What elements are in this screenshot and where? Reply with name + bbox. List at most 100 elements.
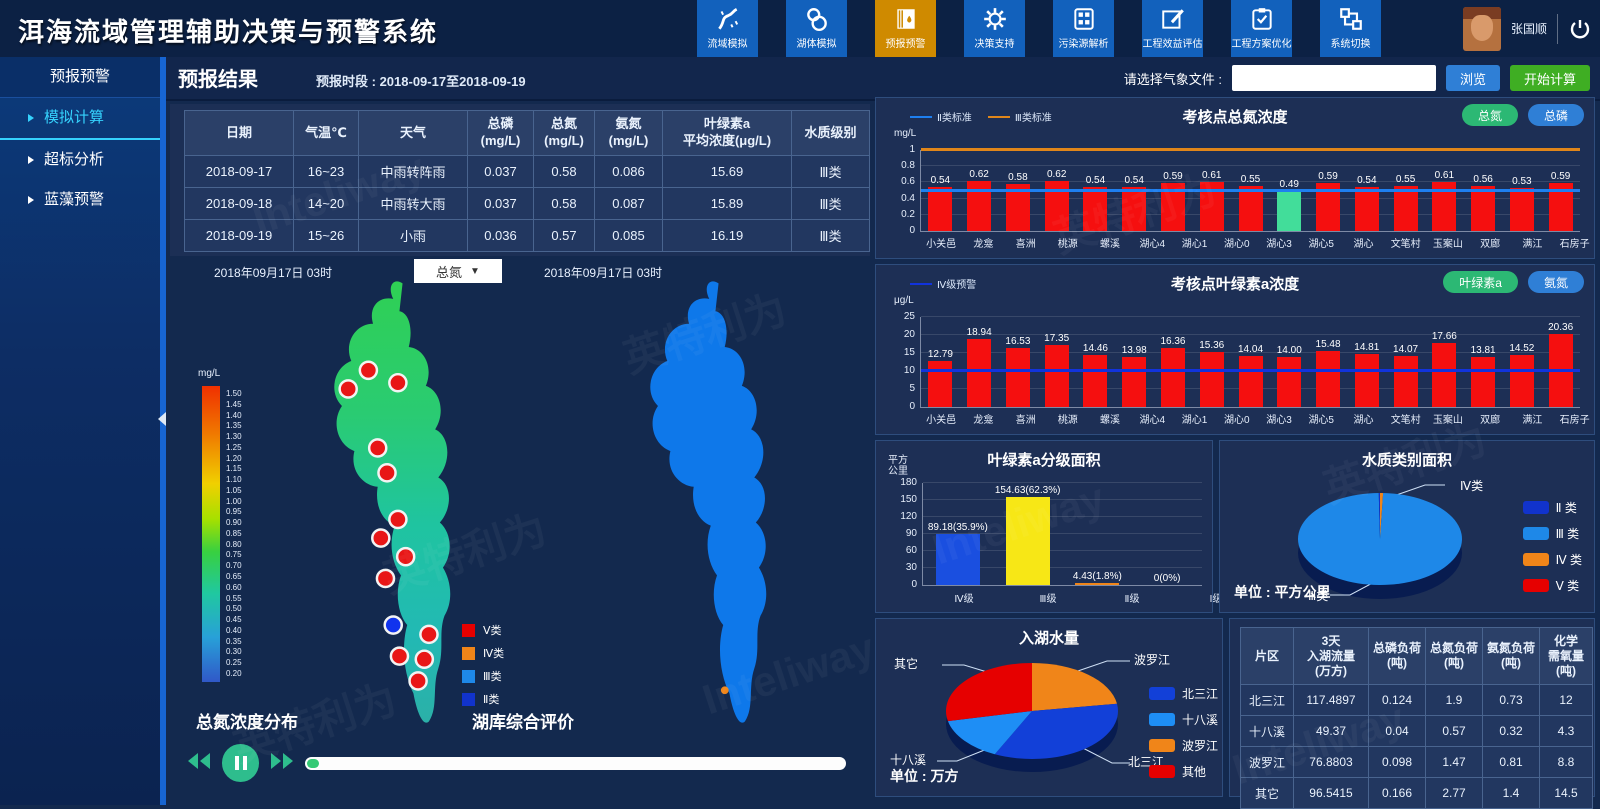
sidebar-item-超标分析[interactable]: 超标分析 [0,140,160,180]
table-cell: 2018-09-18 [184,187,294,220]
table-cell: 96.5415 [1293,777,1369,809]
pollutant-loads-panel: 片区 3天 入湖流量 (万方) 总磷负荷 (吨) 总氮负荷 (吨) 氨氮负荷 (吨) 化学 需氧量 (吨… [1229,618,1595,809]
pie-callout-other: 其它 [894,657,919,671]
monitoring-point-red[interactable] [377,463,397,483]
monitoring-point-blue[interactable] [383,615,404,635]
nav-tile-benefit-eval[interactable]: 工程效益评估 [1142,0,1203,57]
monitoring-point-red[interactable] [375,568,396,589]
tn-toggle-button[interactable]: 总氮 [1461,104,1518,126]
legend-label: Ⅲ类标准 [1014,113,1052,124]
bar-column: 89.18(35.9%) [923,483,993,585]
nav-tile-plan-optimize[interactable]: 工程方案优化 [1231,0,1292,57]
parameter-dropdown[interactable]: 总氮 ▼ [414,259,502,283]
monitoring-point-red[interactable] [388,509,408,530]
x-tick-label: 小关邑 [926,415,957,426]
monitoring-point-red[interactable] [371,528,391,548]
bar [1432,343,1457,407]
scale-value: 0.90 [226,518,242,528]
sidebar-item-模拟计算[interactable]: 模拟计算 [0,98,160,140]
table-cell: 15.69 [662,155,792,188]
legend-swatch [462,692,475,706]
table-cell: 小雨 [358,219,468,252]
x-tick-label: 石房子 [1559,415,1590,426]
table-cell: 12 [1539,684,1593,716]
nav-tile-pollution-analysis[interactable]: 污染源解析 [1053,0,1114,57]
bar [1393,186,1418,231]
nav-tile-system-switch[interactable]: 系统切换 [1320,0,1381,57]
legend-label: Ⅲ类 [483,671,502,683]
scale-value: 0.95 [226,507,242,517]
y-tick-label: 0.2 [901,208,915,220]
monitoring-point-red[interactable] [388,372,408,393]
table-row: 十八溪 49.37 0.04 0.57 0.32 4.3 [1240,715,1593,747]
column-header: 总氮 (mg/L) [533,110,595,156]
y-tick-label: 0 [911,579,917,590]
legend-item: Ⅳ类 [462,645,504,661]
weather-file-input[interactable] [1231,65,1436,91]
pause-button[interactable] [222,744,260,782]
bar-column: 0.56 [1464,150,1503,231]
bar-column: 18.94 [960,317,999,407]
nh3-toggle-button[interactable]: 氨氮 [1527,271,1584,293]
user-area[interactable]: 张国顺 [1462,0,1592,57]
bar-value-label: 0.54 [930,175,951,187]
sidebar-header: 预报预警 [0,57,160,98]
timeline-scrubber[interactable] [305,756,846,770]
y-tick-label: 0.8 [901,160,915,172]
monitoring-point-red[interactable] [395,546,416,567]
scale-value: 0.55 [226,593,242,603]
rewind-button[interactable] [186,751,212,776]
start-calc-button[interactable]: 开始计算 [1509,65,1590,91]
bar [928,360,953,407]
tn-distribution-map[interactable] [258,274,544,740]
nav-tile-basin-sim[interactable]: 流域模拟 [697,0,758,57]
monitoring-point-red[interactable] [389,646,410,666]
legend-swatch [1522,553,1549,566]
divider [1557,13,1558,44]
bar-column: 0.54 [1347,150,1386,231]
nav-label: 系统切换 [1330,39,1371,50]
chart-legend: Ⅱ类标准 Ⅲ类标准 [910,109,1052,124]
pie-callout-iii: Ⅲ类 [1308,589,1329,603]
lake-shape [334,281,451,723]
monitoring-point-red[interactable] [338,379,358,399]
monitoring-point-red[interactable] [408,671,428,691]
power-icon[interactable] [1568,17,1592,41]
legend-label: Ⅱ类 [483,694,500,706]
bar-value-label: 17.35 [1044,332,1070,344]
monitoring-point-red[interactable] [358,360,379,381]
bar [1509,188,1534,231]
column-header: 天气 [358,110,468,156]
table-cell: Ⅲ类 [791,219,870,252]
nav-tile-forecast-warning[interactable]: 预报预警 [875,0,936,57]
lake-evaluation-map[interactable] [574,274,860,740]
left-map-timestamp: 2018年09月17日 03时 [214,266,333,280]
bar-value-label: 0.54 [1085,175,1106,187]
x-tick-label: 双廊 [1480,415,1501,426]
gear-icon [983,8,1006,30]
bar-column: 0.58 [999,150,1038,231]
table-cell: 2018-09-17 [184,155,294,188]
main-nav: 流域模拟 湖体模拟 预报预警 决策支持 污染源解析 工程效益评估 工程方案优化 [697,0,1381,57]
panel-title: 水质类别面积 [1361,452,1452,469]
nav-tile-decision-support[interactable]: 决策支持 [964,0,1025,57]
monitoring-point-red[interactable] [419,624,439,645]
browse-button[interactable]: 浏览 [1445,65,1500,91]
bar-value-label: 0.62 [969,168,989,180]
bar-value-label: 14.52 [1509,342,1535,354]
monitoring-point-red[interactable] [367,438,388,458]
collapse-sidebar-icon[interactable] [158,408,168,430]
bar [1075,582,1120,585]
fast-forward-button[interactable] [269,751,295,776]
bar-value-label: 4.43(1.8%) [1072,570,1122,582]
legend-swatch [462,669,475,683]
tp-toggle-button[interactable]: 总磷 [1527,104,1584,126]
scale-value: 0.70 [226,561,242,571]
monitoring-point-red[interactable] [414,649,435,670]
nav-tile-lake-sim[interactable]: 湖体模拟 [786,0,847,57]
bar-value-label: 14.46 [1082,342,1108,354]
bar [935,534,980,585]
bar-column: 15.48 [1309,317,1348,407]
chla-toggle-button[interactable]: 叶绿素a [1443,271,1518,293]
sidebar-item-蓝藻预警[interactable]: 蓝藻预警 [0,180,160,220]
